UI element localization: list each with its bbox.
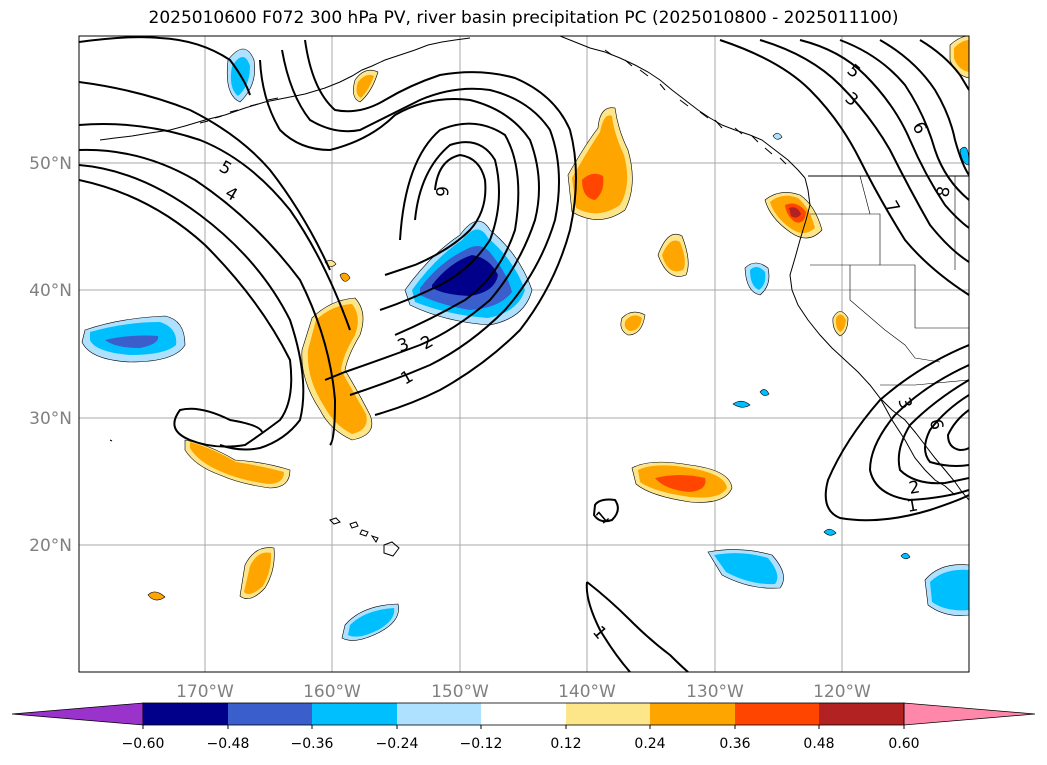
colorbar-cell (650, 703, 735, 725)
pos-anomaly-blob (624, 315, 642, 331)
neg-anomaly-blob (750, 266, 766, 290)
neg-anomaly-blob (348, 608, 395, 637)
colorbar-cell (397, 703, 481, 725)
pos-anomaly-blob (339, 272, 351, 282)
lat-label: 40°N (29, 281, 72, 301)
colorbar-tick-label: 0.36 (719, 736, 750, 752)
lon-label: 140°W (558, 682, 616, 702)
lon-label: 120°W (813, 682, 871, 702)
colorbar-tick-label: 0.48 (803, 736, 834, 752)
neg-anomaly-blob (105, 335, 159, 348)
colorbar-tick-label: −0.48 (207, 736, 250, 752)
colorbar-cell (566, 703, 650, 725)
lon-labels: 170°W 160°W 150°W 140°W 130°W 120°W (176, 682, 871, 702)
colorbar-extend-high (903, 702, 1036, 726)
lat-label: 30°N (29, 409, 72, 429)
contour-label: 8 (933, 185, 955, 199)
contour-label: 6 (925, 417, 947, 431)
pos-anomaly-blob (655, 475, 706, 492)
neg-anomaly-blob (900, 552, 911, 560)
colorbar-cell (819, 703, 904, 725)
colorbar-cell (312, 703, 397, 725)
neg-anomaly-blob (823, 528, 837, 536)
lon-label: 150°W (431, 682, 489, 702)
neg-anomaly-blob (959, 146, 969, 166)
pos-anomaly-blob (582, 173, 604, 200)
colorbar-tick-label: −0.24 (376, 736, 419, 752)
lon-label: 160°W (303, 682, 361, 702)
colorbar-tick-label: 0.12 (550, 736, 581, 752)
colorbar-tick-label: −0.36 (291, 736, 334, 752)
pos-anomaly-blob (662, 240, 685, 272)
colorbar-cell (143, 703, 228, 725)
pos-anomaly-blob (954, 40, 969, 72)
map-frame (78, 35, 970, 673)
colorbar-extend-low (11, 702, 144, 726)
colorbar-tick-label: −0.12 (460, 736, 503, 752)
lat-label: 50°N (29, 154, 72, 174)
pos-anomaly-blob (190, 442, 284, 484)
lon-label: 170°W (176, 682, 234, 702)
pos-anomaly-blob (244, 552, 272, 594)
pos-anomaly-blob (147, 591, 166, 601)
neg-anomaly-blob (930, 569, 969, 611)
colorbar-cell (481, 703, 566, 725)
precip-shading (81, 36, 969, 641)
lat-labels: 50°N 40°N 30°N 20°N (29, 154, 72, 556)
colorbar-cell (735, 703, 819, 725)
contour-label: 1 (905, 495, 919, 517)
contour-label: 6 (431, 186, 451, 197)
colorbar-cell (228, 703, 312, 725)
neg-anomaly-blob (772, 132, 783, 140)
lat-label: 20°N (29, 536, 72, 556)
pos-anomaly-blob (356, 74, 374, 98)
neg-anomaly-blob (759, 389, 770, 396)
contour-label: 2 (907, 477, 921, 499)
colorbar-tick-label: −0.60 (122, 736, 165, 752)
colorbar: −0.60 −0.48 −0.36 −0.24 −0.12 0.12 0.24 … (11, 702, 1036, 752)
lon-label: 130°W (686, 682, 744, 702)
map-title: 2025010600 F072 300 hPa PV, river basin … (148, 8, 899, 28)
pv-contours (79, 36, 969, 672)
pos-anomaly-blob (835, 314, 846, 332)
map-background (79, 36, 969, 672)
neg-anomaly-blob (732, 400, 751, 408)
colorbar-tick-label: 0.24 (634, 736, 665, 752)
colorbar-tick-label: 0.60 (888, 736, 919, 752)
pos-anomaly-blob (789, 207, 801, 218)
neg-anomaly-blob (714, 553, 778, 585)
